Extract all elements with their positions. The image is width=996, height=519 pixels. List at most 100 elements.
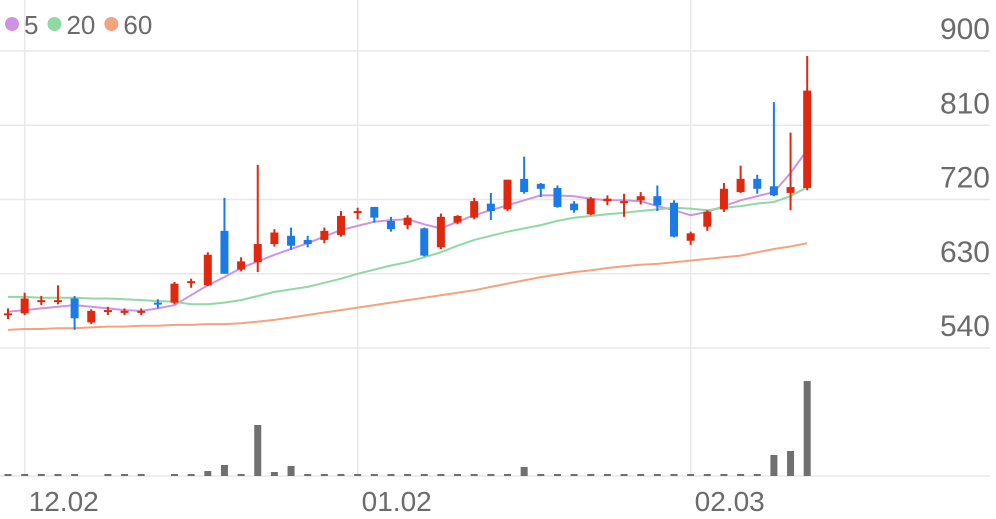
y-tick-label: 540 (940, 310, 990, 343)
volume-bar (537, 474, 545, 476)
candle-body (670, 202, 678, 237)
candle-body (370, 206, 379, 218)
volume-bar (220, 465, 228, 476)
volume-bar (71, 474, 79, 476)
volume-bar (404, 474, 412, 476)
volume-bar (171, 474, 178, 476)
legend-label: 20 (66, 10, 95, 40)
volume-bar (720, 474, 728, 476)
volume-bar (4, 474, 12, 476)
candle-body (769, 186, 778, 196)
candle-body (120, 310, 129, 313)
volume-bar (553, 474, 561, 476)
volume-bar (504, 474, 511, 476)
volume-bar (520, 467, 528, 476)
candle-body (719, 188, 728, 210)
candle-body (636, 196, 645, 201)
volume-bar (104, 474, 112, 476)
candle-body (520, 178, 529, 193)
volume-bar (437, 474, 445, 476)
candle-body (337, 216, 345, 235)
candle-body (70, 298, 79, 319)
candle-body (270, 232, 279, 245)
volume-bar (653, 474, 661, 476)
volume-bar (470, 474, 478, 476)
candle-body (620, 201, 629, 204)
candle-body (4, 313, 12, 316)
volume-bar (637, 474, 645, 476)
x-tick-label: 01.02 (362, 486, 432, 517)
y-tick-label: 630 (940, 236, 990, 269)
volume-bar (354, 474, 362, 476)
candle-body (203, 254, 212, 286)
candle-body (386, 220, 395, 230)
volume-bar (787, 451, 795, 476)
candle-body (686, 233, 695, 241)
volume-bar (620, 474, 628, 476)
volume-bar (320, 474, 328, 476)
legend-dot (5, 17, 19, 31)
candle-body (703, 211, 712, 227)
candle-body (653, 196, 662, 206)
candle-body (287, 235, 296, 246)
candle-body (137, 310, 146, 313)
ma-line (7, 149, 809, 313)
volume-bar (37, 474, 45, 476)
volume-bar (137, 474, 145, 476)
volume-bar (54, 474, 62, 476)
candle-body (803, 90, 812, 188)
volume-bar (487, 474, 495, 476)
x-tick-label: 02.03 (695, 486, 765, 517)
volume-bar (703, 474, 711, 476)
candle-body (53, 300, 62, 303)
candle-body (403, 217, 412, 226)
candle-body (453, 216, 462, 223)
volume-bar (670, 474, 678, 476)
volume-bar (270, 472, 278, 476)
y-tick-label: 900 (940, 13, 990, 46)
candle-body (170, 283, 179, 303)
volume-bar (570, 474, 578, 476)
y-tick-label: 720 (940, 162, 990, 195)
legend-label: 60 (123, 10, 152, 40)
legend-dot (104, 17, 119, 31)
y-tick-label: 810 (940, 87, 990, 120)
candle-body (37, 300, 46, 303)
volume-bar (204, 471, 212, 476)
candle-body (353, 211, 362, 214)
candle-body (536, 183, 545, 189)
volume-bar (753, 474, 761, 476)
candle-body (586, 198, 595, 215)
volume-bar (603, 474, 611, 476)
candle-body (253, 244, 262, 263)
volume-bar (370, 474, 378, 476)
volume-bar (737, 474, 745, 476)
candle-body (87, 310, 96, 323)
candle-body (470, 201, 479, 218)
volume-bar (187, 474, 195, 476)
volume-bar (337, 474, 345, 476)
candle-body (570, 203, 579, 211)
volume-bar (770, 455, 778, 476)
volume-bar (454, 474, 462, 476)
volume-bar (304, 474, 312, 476)
candle-body (303, 239, 312, 245)
ma-line (8, 186, 808, 306)
candle-body (420, 228, 429, 256)
candle-body (237, 261, 246, 270)
candle-body (187, 281, 196, 284)
candle-body (753, 178, 762, 189)
legend-label: 5 (24, 10, 38, 40)
candle-body (320, 230, 329, 240)
volume-bar (287, 466, 295, 476)
volume-bar (121, 474, 129, 476)
volume-bar (420, 474, 428, 476)
volume-bar (587, 474, 595, 476)
candle-body (153, 302, 162, 305)
candle-body (486, 203, 495, 212)
candle-body (103, 310, 112, 313)
ma-line (7, 242, 808, 331)
candle-body (436, 216, 445, 248)
candle-body (736, 178, 745, 193)
